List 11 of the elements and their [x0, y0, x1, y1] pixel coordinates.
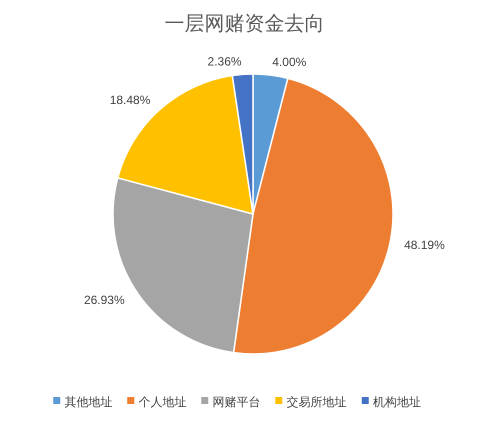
data-label: 18.48%	[110, 93, 151, 108]
data-label: 2.36%	[208, 54, 242, 68]
legend-label: 个人地址	[138, 395, 186, 409]
chart-title: 一层网赌资金去向	[164, 13, 324, 35]
legend-label: 机构地址	[372, 395, 421, 409]
data-label: 48.19%	[404, 238, 446, 252]
legend-label: 网赌平台	[212, 395, 260, 409]
data-label: 4.00%	[272, 55, 307, 70]
data-label: 26.93%	[84, 293, 125, 308]
legend-label: 交易所地址	[286, 395, 346, 409]
legend-label: 其他地址	[64, 395, 112, 409]
